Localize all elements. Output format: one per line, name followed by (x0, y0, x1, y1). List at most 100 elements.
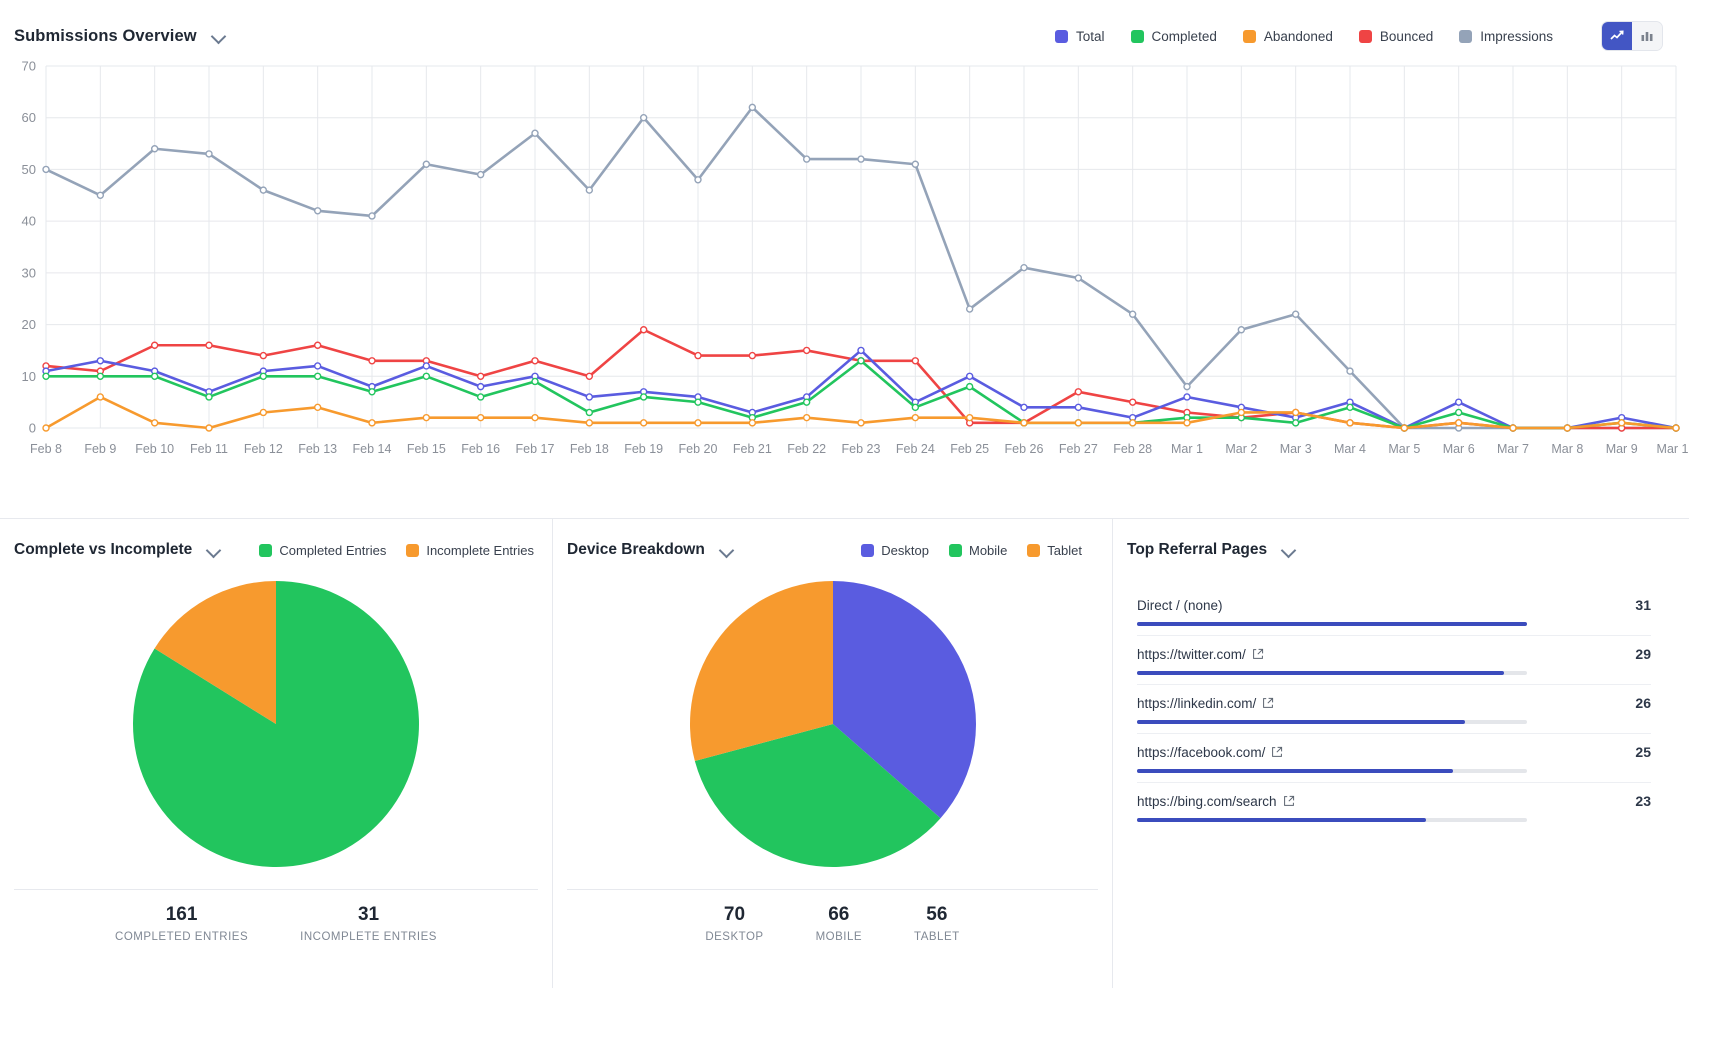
stat-completed-entries: 161 COMPLETED ENTRIES (89, 904, 274, 943)
referral-count: 31 (1635, 597, 1651, 613)
legend-label: Abandoned (1263, 28, 1333, 44)
bottom-gutter (0, 988, 1733, 1051)
pie-slice[interactable] (132, 581, 419, 867)
complete-vs-incomplete-card: Complete vs Incomplete Completed Entries… (0, 519, 553, 989)
referral-bar-track (1137, 769, 1527, 773)
referral-bar-track (1137, 818, 1527, 822)
device-pie-chart[interactable] (688, 579, 978, 869)
stat-value: 56 (926, 904, 948, 925)
legend-item-total[interactable]: Total (1055, 29, 1105, 44)
referral-row[interactable]: https://linkedin.com/26 (1137, 685, 1651, 734)
right-gutter (1689, 0, 1733, 1051)
svg-text:Feb 15: Feb 15 (407, 442, 446, 456)
chevron-down-icon[interactable] (206, 542, 222, 558)
legend-item-completed[interactable]: Completed (1130, 29, 1217, 44)
legend-label: Mobile (969, 542, 1008, 558)
svg-text:Feb 22: Feb 22 (787, 442, 826, 456)
complete-pie-chart[interactable] (131, 579, 421, 869)
svg-text:Feb 24: Feb 24 (896, 442, 935, 456)
chevron-down-icon[interactable] (211, 28, 227, 44)
referral-row[interactable]: Direct / (none) 31 (1137, 587, 1651, 636)
pie-slice[interactable] (694, 724, 941, 868)
panel-header: Submissions Overview Total Completed Aba… (0, 0, 1689, 51)
legend-item-tablet[interactable]: Tablet (1027, 543, 1082, 558)
stat-tablet: 56 TABLET (888, 904, 986, 943)
referral-bar-fill (1137, 769, 1453, 773)
stats-row: 70 DESKTOP 66 MOBILE 56 TABLET (567, 889, 1098, 943)
stat-label: MOBILE (815, 931, 863, 943)
legend-item-abandoned[interactable]: Abandoned (1242, 28, 1333, 44)
svg-text:Mar 7: Mar 7 (1497, 442, 1529, 456)
submissions-overview-panel: Submissions Overview Total Completed Aba… (0, 0, 1689, 518)
referral-label: https://linkedin.com/ (1137, 696, 1274, 711)
line-chart-icon (1610, 30, 1624, 40)
legend-item-impressions[interactable]: Impressions (1459, 29, 1553, 44)
stat-value: 31 (357, 904, 380, 925)
external-link-icon[interactable] (1252, 648, 1264, 660)
card-header: Complete vs Incomplete Completed Entries… (0, 519, 552, 559)
external-link-icon[interactable] (1271, 746, 1283, 758)
referral-label: Direct / (none) (1137, 598, 1223, 613)
stat-value: 66 (828, 904, 850, 925)
svg-text:Feb 8: Feb 8 (30, 442, 62, 456)
referral-row-top: https://bing.com/search 23 (1137, 793, 1651, 809)
referral-label-text: https://facebook.com/ (1137, 744, 1266, 760)
svg-text:60: 60 (22, 110, 36, 125)
legend-swatch (949, 543, 962, 557)
referral-count: 25 (1635, 744, 1651, 760)
pie-slice[interactable] (689, 581, 833, 762)
legend-label: Bounced (1379, 28, 1434, 44)
external-link-icon[interactable] (1283, 795, 1295, 807)
svg-text:Mar 5: Mar 5 (1388, 442, 1420, 456)
referral-row[interactable]: https://twitter.com/29 (1137, 636, 1651, 685)
referral-bar-track (1137, 622, 1527, 626)
svg-text:Feb 19: Feb 19 (624, 442, 663, 456)
legend-label: Completed Entries (279, 542, 387, 558)
bar-chart-toggle[interactable] (1632, 22, 1662, 50)
pie-slice[interactable] (154, 581, 276, 724)
line-chart-svg: 0 10 20 30 40 50 60 70 Feb 8 Feb 9 Feb 10 Feb 11 Feb… (22, 59, 1689, 457)
referral-bar-fill (1137, 720, 1465, 724)
external-link-icon[interactable] (1262, 697, 1274, 709)
svg-text:Mar 1: Mar 1 (1171, 442, 1203, 456)
legend-item-incomplete-entries[interactable]: Incomplete Entries (406, 543, 534, 558)
legend-item-desktop[interactable]: Desktop (861, 543, 929, 558)
referral-label-text: https://twitter.com/ (1137, 646, 1246, 662)
referral-row-top: https://facebook.com/25 (1137, 744, 1651, 760)
referral-label: https://facebook.com/ (1137, 745, 1283, 760)
svg-text:40: 40 (22, 214, 36, 229)
card-header: Device Breakdown Desktop Mobile Tablet (553, 519, 1112, 559)
referral-label-text: https://bing.com/search (1137, 793, 1277, 809)
legend-label: Incomplete Entries (426, 542, 534, 558)
referral-label-text: Direct / (none) (1137, 597, 1223, 613)
legend-swatch (1130, 29, 1144, 43)
legend-item-mobile[interactable]: Mobile (949, 543, 1007, 558)
stat-mobile: 66 MOBILE (790, 904, 888, 943)
page-title: Submissions Overview (14, 26, 197, 45)
panel-title-group: Submissions Overview (14, 27, 227, 46)
svg-text:Mar 10: Mar 10 (1657, 442, 1689, 456)
line-chart-toggle[interactable] (1602, 22, 1632, 50)
stat-incomplete-entries: 31 INCOMPLETE ENTRIES (274, 904, 463, 943)
chevron-down-icon[interactable] (719, 542, 735, 558)
referral-label: https://bing.com/search (1137, 794, 1295, 809)
chevron-down-icon[interactable] (1281, 542, 1297, 558)
referral-row[interactable]: https://facebook.com/25 (1137, 734, 1651, 783)
legend-item-completed-entries[interactable]: Completed Entries (259, 543, 386, 558)
legend-label: Desktop (881, 542, 929, 558)
svg-text:Feb 23: Feb 23 (842, 442, 881, 456)
pie-slice[interactable] (832, 581, 976, 819)
svg-text:20: 20 (22, 317, 36, 332)
svg-text:Feb 9: Feb 9 (84, 442, 116, 456)
legend-swatch (1055, 29, 1069, 43)
card-legend: Desktop Mobile Tablet (861, 543, 1094, 558)
svg-text:10: 10 (22, 369, 36, 384)
stat-value: 161 (165, 904, 198, 925)
legend-item-bounced[interactable]: Bounced (1358, 28, 1434, 44)
bar-chart-icon (1641, 32, 1653, 41)
referral-bar-fill (1137, 671, 1504, 675)
svg-text:Feb 17: Feb 17 (516, 442, 555, 456)
svg-text:Feb 16: Feb 16 (461, 442, 500, 456)
referral-row[interactable]: https://bing.com/search 23 (1137, 783, 1651, 831)
legend-swatch (861, 543, 875, 557)
